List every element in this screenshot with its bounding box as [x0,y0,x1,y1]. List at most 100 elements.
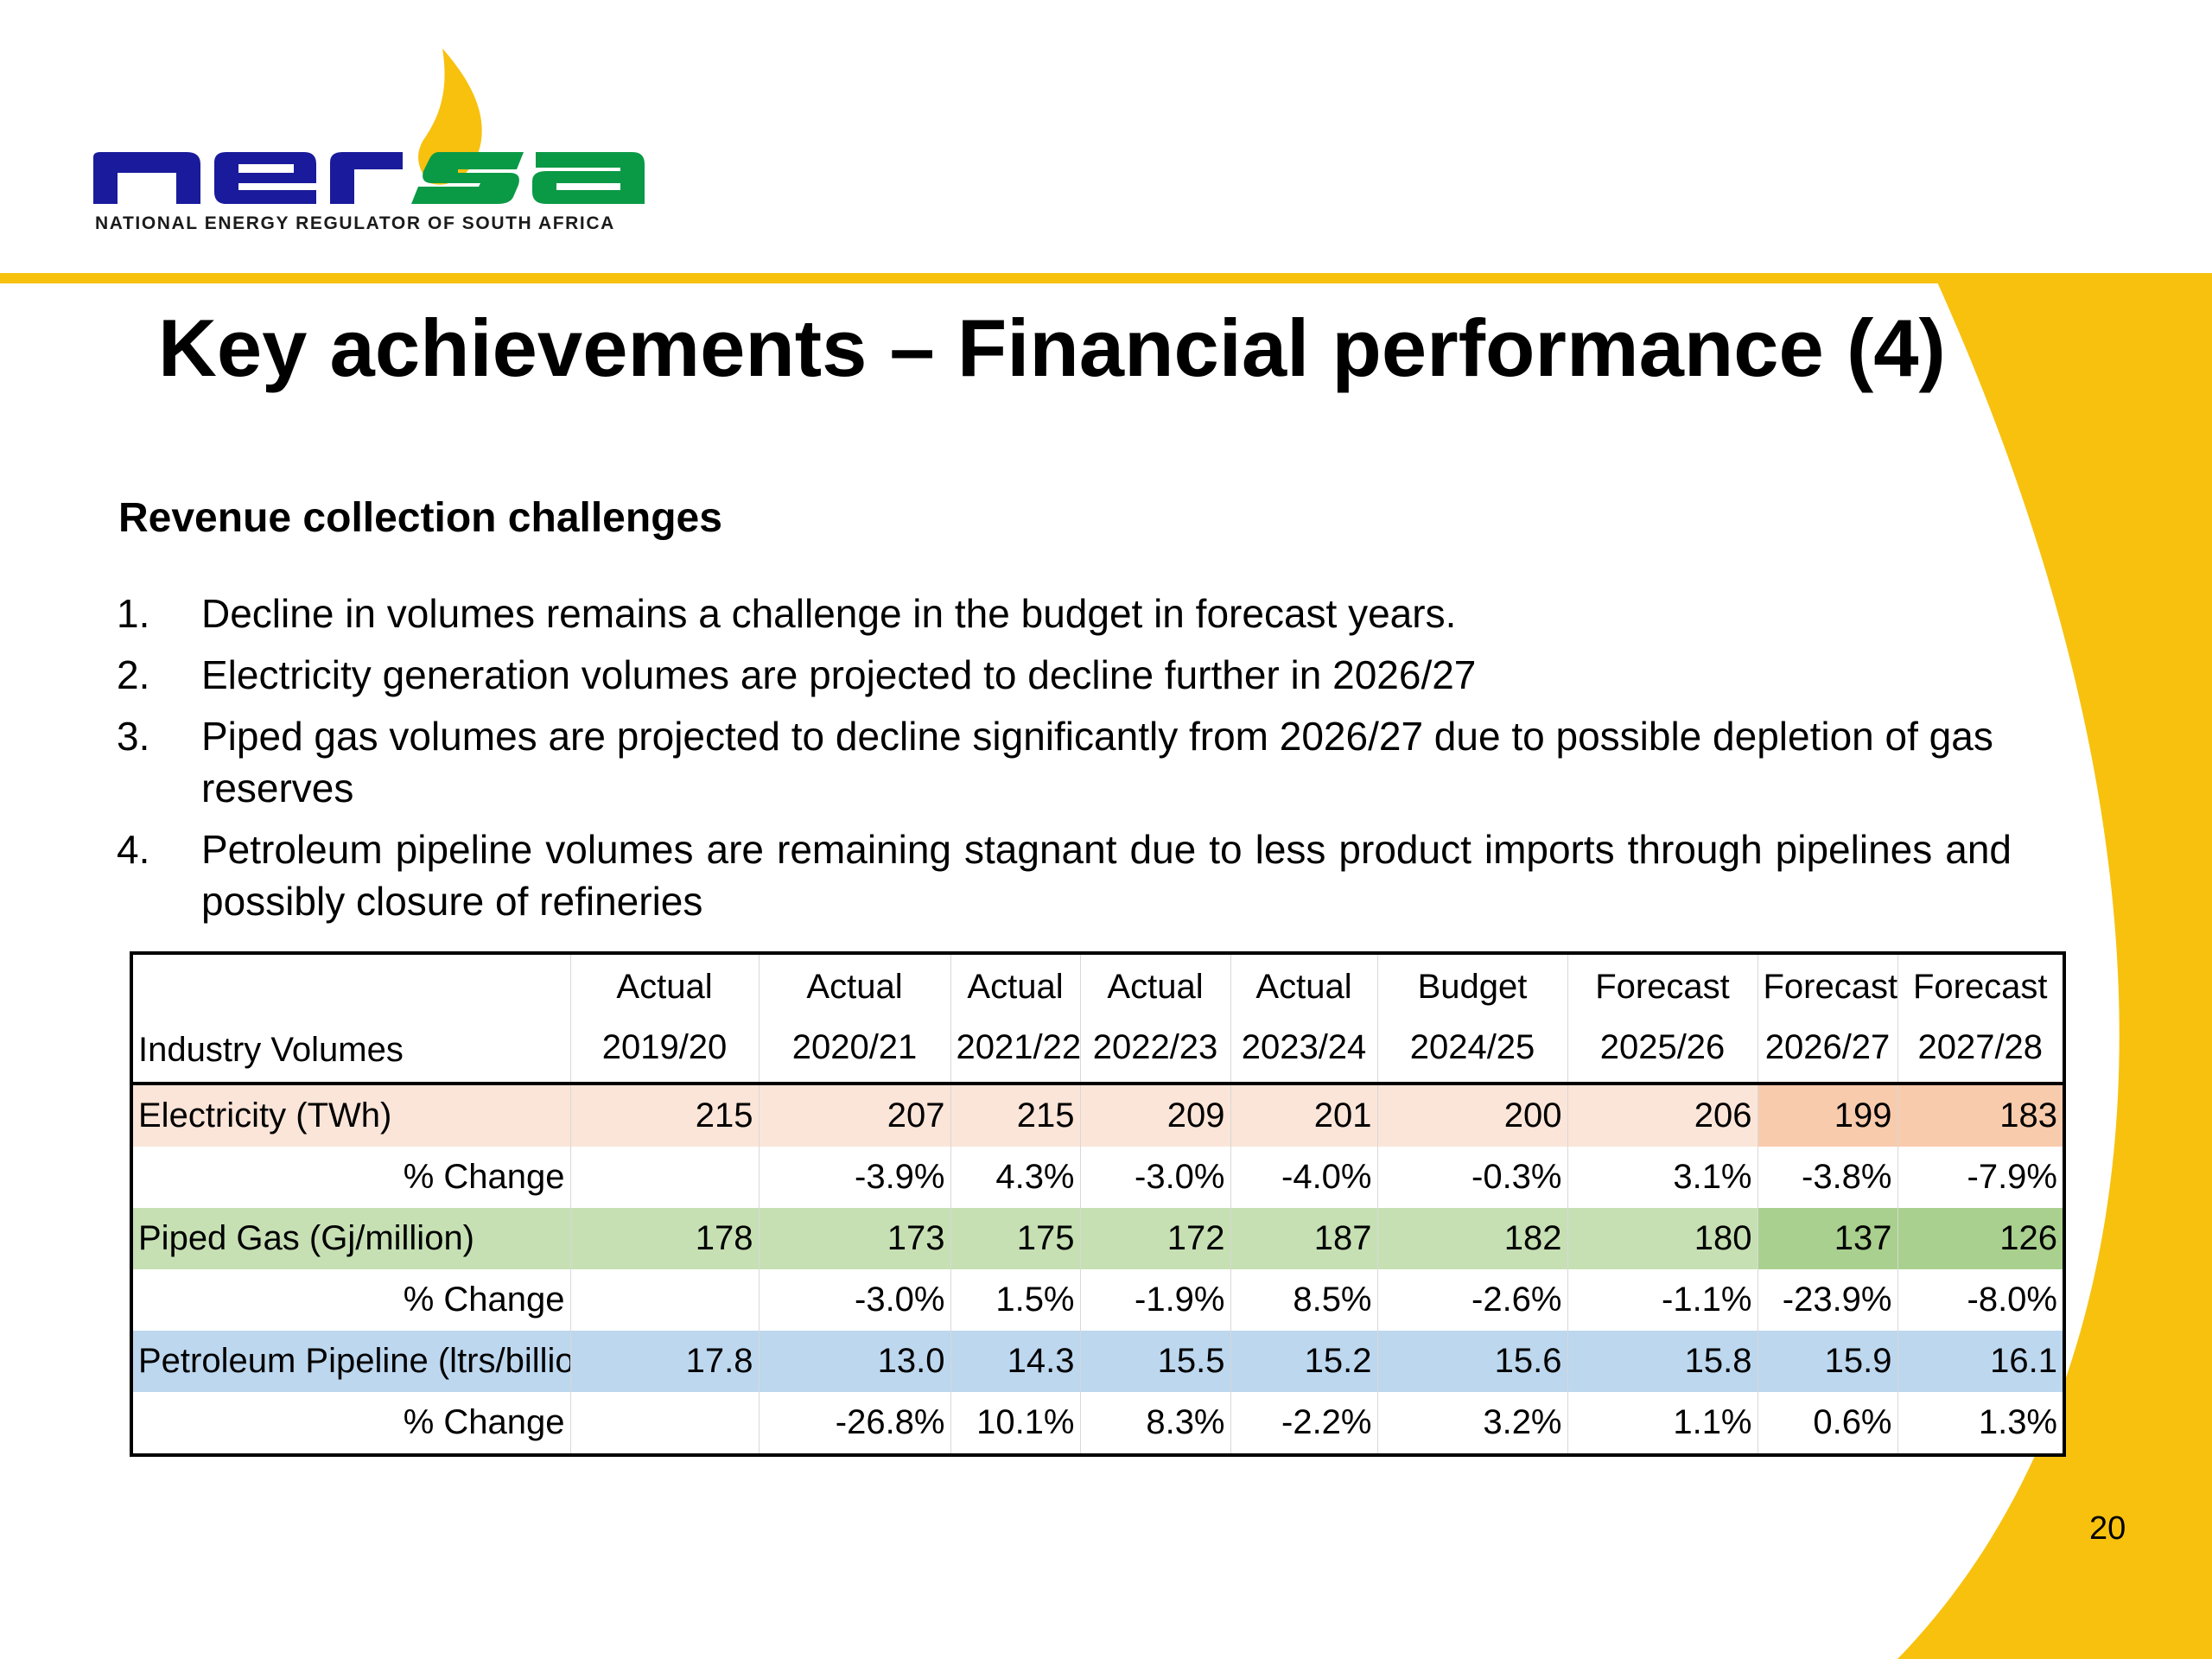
table-cell: -4.0% [1230,1147,1378,1208]
table-cell: -1.9% [1079,1269,1231,1331]
logo-letter-a [532,152,645,204]
table-row-petroleum-pipeline: Petroleum Pipeline (ltrs/billion) 17.8 1… [130,1331,2065,1392]
column-type: Actual [806,968,903,1006]
table-cell: 178 [569,1208,760,1269]
table-cell: 15.6 [1376,1331,1568,1392]
table-cell: -23.9% [1757,1269,1898,1331]
logo-caption: NATIONAL ENERGY REGULATOR OF SOUTH AFRIC… [95,213,615,233]
table-cell: 175 [950,1208,1081,1269]
column-year: 2027/28 [1917,1028,2044,1066]
table-cell: 15.2 [1230,1331,1378,1392]
table-cell: 0.6% [1757,1392,1898,1455]
table-cell: -3.0% [1079,1147,1231,1208]
row-label: % Change [130,1392,571,1455]
column-header: Actual 2023/24 [1230,953,1378,1085]
table-cell: 201 [1230,1084,1378,1147]
table-cell [569,1147,760,1208]
logo-letter-e [214,152,316,204]
table-row-change: % Change -3.0% 1.5% -1.9% 8.5% -2.6% -1.… [130,1269,2065,1331]
table-cell: -0.3% [1376,1147,1568,1208]
column-year: 2026/27 [1764,1028,1891,1066]
column-type: Actual [1107,968,1204,1006]
column-header: Actual 2021/22 [950,953,1081,1085]
industry-volumes-table: Industry Volumes Actual 2019/20 Actual 202… [130,951,2066,1457]
row-label: Petroleum Pipeline (ltrs/billion) [130,1331,571,1392]
table-cell: 4.3% [950,1147,1081,1208]
table-cell: 180 [1567,1208,1758,1269]
table-cell: 1.1% [1567,1392,1758,1455]
row-label: % Change [130,1147,571,1208]
column-type: Forecast [1763,968,1897,1006]
row-label: % Change [130,1269,571,1331]
table-cell: 1.5% [950,1269,1081,1331]
table-cell: -3.0% [758,1269,951,1331]
column-header: Forecast 2026/27 [1757,953,1898,1085]
list-number: 4. [117,827,150,872]
yellow-header-stripe [0,273,2212,283]
table-cell: 8.5% [1230,1269,1378,1331]
table-cell: -3.8% [1757,1147,1898,1208]
column-year: 2021/22 [956,1028,1080,1066]
list-text: Piped gas volumes are projected to decli… [201,714,1993,810]
table-cell: 215 [950,1084,1081,1147]
table-cell: -3.9% [758,1147,951,1208]
table-cell: 126 [1897,1208,2065,1269]
flame-icon [418,48,482,185]
table-row-change: % Change -3.9% 4.3% -3.0% -4.0% -0.3% 3.… [130,1147,2065,1208]
header-label: Industry Volumes [130,953,571,1085]
table-cell: 206 [1567,1084,1758,1147]
column-header: Actual 2019/20 [569,953,760,1085]
table-cell: -2.6% [1376,1269,1568,1331]
table-cell: 200 [1376,1084,1568,1147]
column-type: Budget [1417,968,1528,1006]
column-year: 2023/24 [1241,1028,1367,1066]
list-number: 2. [117,652,150,697]
table-cell: 215 [569,1084,760,1147]
list-number: 3. [117,714,150,759]
list-number: 1. [117,591,150,636]
column-type: Actual [967,968,1064,1006]
column-header: Budget 2024/25 [1376,953,1568,1085]
table-row-change: % Change -26.8% 10.1% 8.3% -2.2% 3.2% 1.… [130,1392,2065,1455]
column-year: 2020/21 [791,1028,918,1066]
table-cell: 187 [1230,1208,1378,1269]
table-cell: 14.3 [950,1331,1081,1392]
list-text: Decline in volumes remains a challenge i… [201,591,1457,636]
table-cell: -2.2% [1230,1392,1378,1455]
column-header: Actual 2022/23 [1079,953,1231,1085]
table-cell: 10.1% [950,1392,1081,1455]
column-year: 2025/26 [1599,1028,1726,1066]
column-year: 2019/20 [601,1028,728,1066]
table-cell: -8.0% [1897,1269,2065,1331]
table-cell: 16.1 [1897,1331,2065,1392]
table-cell: 207 [758,1084,951,1147]
logo-letter-r [330,152,403,204]
column-type: Actual [616,968,713,1006]
table-cell [569,1269,760,1331]
table-cell: 182 [1376,1208,1568,1269]
column-header: Forecast 2025/26 [1567,953,1758,1085]
table-cell: 1.3% [1897,1392,2065,1455]
table-cell: 172 [1079,1208,1231,1269]
page-number: 20 [2089,1510,2126,1547]
logo-letter-s [411,152,524,204]
table-cell: 3.1% [1567,1147,1758,1208]
table-cell: 13.0 [758,1331,951,1392]
column-type: Forecast [1595,968,1730,1006]
table-cell: -1.1% [1567,1269,1758,1331]
logo-letter-n [93,152,200,204]
table-cell: 173 [758,1208,951,1269]
table-cell [569,1392,760,1455]
table-cell: -7.9% [1897,1147,2065,1208]
table-cell: 8.3% [1079,1392,1231,1455]
list-item: 4. Petroleum pipeline volumes are remain… [117,823,2012,927]
column-header: Forecast 2027/28 [1897,953,2065,1085]
list-text: Petroleum pipeline volumes are remaining… [201,827,2012,924]
nersa-logo [93,48,645,204]
column-year: 2022/23 [1092,1028,1218,1066]
table-cell: 3.2% [1376,1392,1568,1455]
table-row-piped-gas: Piped Gas (Gj/million) 178 173 175 172 1… [130,1208,2065,1269]
column-type: Forecast [1912,968,2048,1006]
slide-title: Key achievements – Financial performance… [158,302,1946,393]
